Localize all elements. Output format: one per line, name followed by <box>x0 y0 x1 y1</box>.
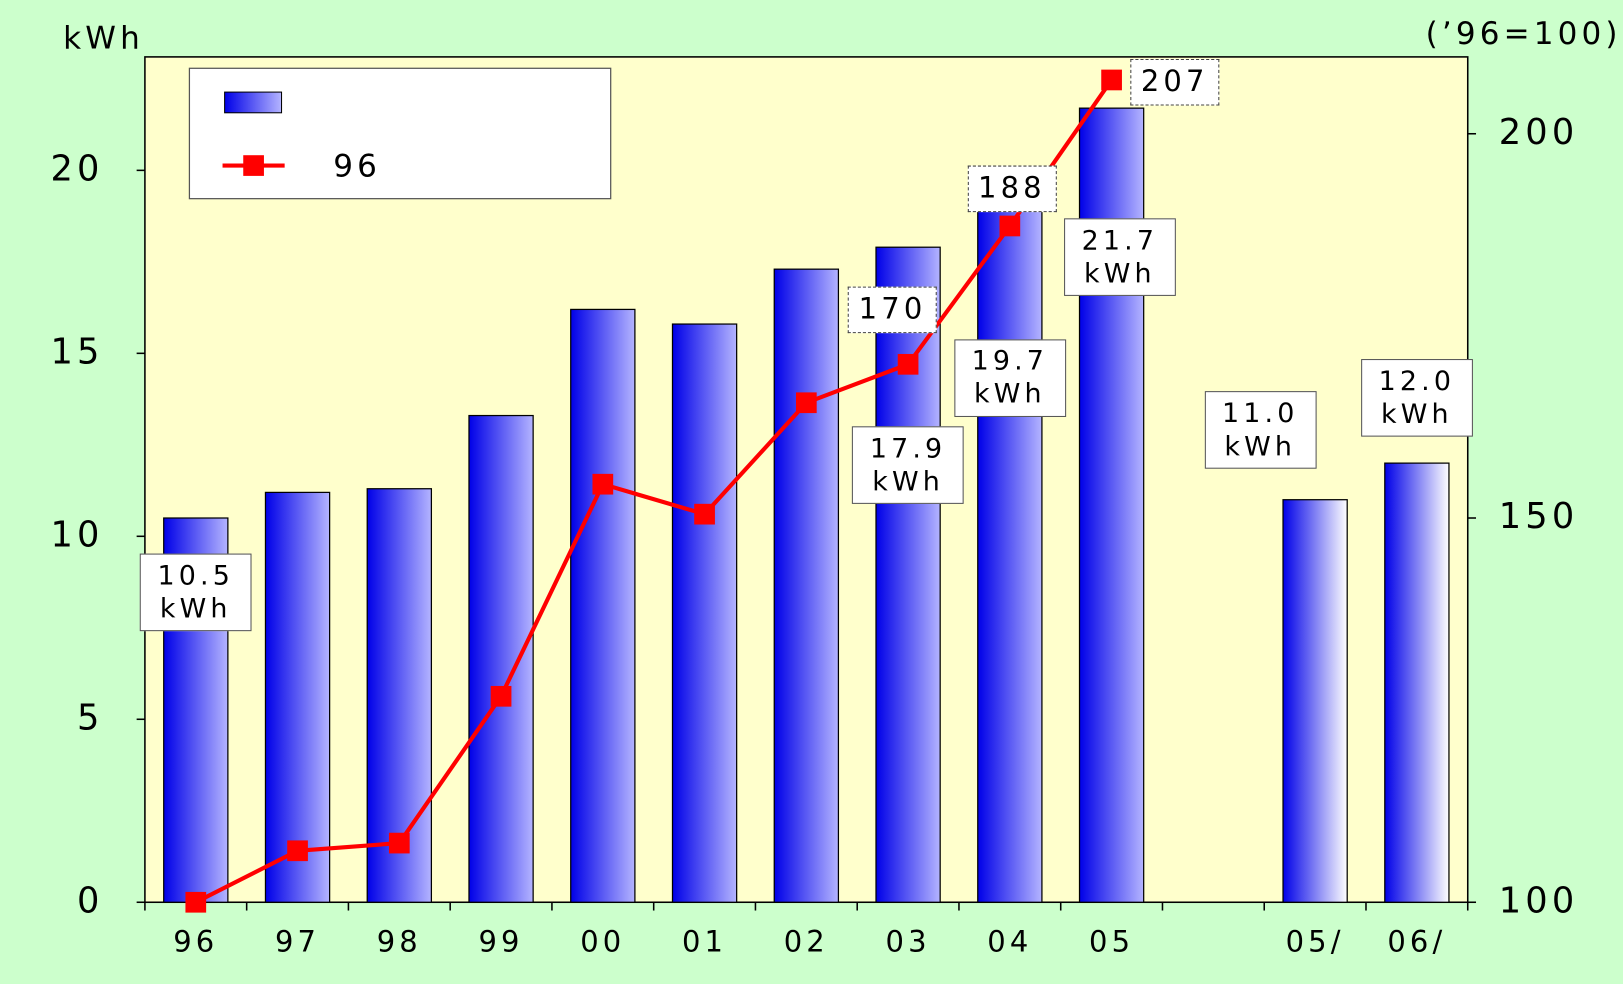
bar <box>264 491 331 903</box>
line-marker <box>490 685 512 707</box>
x-tick-label: 05/ <box>1286 925 1345 959</box>
line-value-label: 170 <box>848 286 938 333</box>
bar-value-label: 17.9 kWh <box>852 426 964 505</box>
y2-tick-label: 100 <box>1499 880 1579 921</box>
y-tick-label: 10 <box>50 514 103 555</box>
x-tick-label: 04 <box>987 925 1032 959</box>
x-tick-label: 00 <box>580 925 625 959</box>
bar <box>773 268 840 903</box>
y2-tick-label: 200 <box>1499 112 1579 153</box>
line-marker <box>694 503 715 525</box>
line-value-label: 188 <box>967 165 1057 213</box>
bar <box>468 414 534 903</box>
bar-value-label: 12.0 kWh <box>1360 359 1473 437</box>
x-tick-label: 02 <box>784 925 829 959</box>
line-marker <box>592 473 614 495</box>
y-tick-label: 15 <box>50 331 103 372</box>
x-tick-label: 96 <box>173 925 218 959</box>
bar <box>1384 462 1450 903</box>
line-marker <box>388 832 410 854</box>
x-tick-label: 97 <box>275 925 320 959</box>
line-marker <box>287 840 308 862</box>
x-tick-label: 98 <box>377 925 422 959</box>
bar <box>977 180 1043 903</box>
line-marker <box>185 891 207 913</box>
x-tick-label: 03 <box>886 925 931 959</box>
legend-swatch <box>224 91 283 114</box>
x-tick-label: 01 <box>682 925 727 959</box>
line-marker <box>897 353 919 375</box>
line-marker <box>795 392 817 414</box>
bar <box>570 308 636 903</box>
bar <box>671 323 738 903</box>
y-tick-label: 0 <box>77 880 104 921</box>
y-tick-label: 5 <box>77 697 104 738</box>
bar-value-label: 19.7 kWh <box>953 339 1066 417</box>
bar <box>1282 499 1348 903</box>
legend-label: 96 <box>333 149 381 185</box>
bar <box>875 246 941 903</box>
line <box>194 78 1114 905</box>
line-marker <box>999 215 1021 237</box>
legend-box <box>188 67 612 200</box>
bar-value-label: 10.5 kWh <box>139 553 252 632</box>
x-tick-label: 06/ <box>1387 925 1446 959</box>
legend-swatch-marker <box>243 155 264 176</box>
y-axis-label: kWh <box>63 20 144 56</box>
legend: 96 <box>188 67 612 200</box>
line-value-label: 207 <box>1130 58 1220 106</box>
x-tick-label: 05 <box>1089 925 1134 959</box>
line-marker <box>1101 69 1122 91</box>
y2-tick-label: 150 <box>1499 496 1579 537</box>
x-tick-label: 99 <box>478 925 523 959</box>
y-tick-label: 20 <box>50 148 103 189</box>
bar-value-label: 11.0 kWh <box>1204 391 1317 470</box>
y2-axis-label: (’96=100) <box>1426 16 1622 52</box>
bar-value-label: 21.7 kWh <box>1063 218 1176 296</box>
